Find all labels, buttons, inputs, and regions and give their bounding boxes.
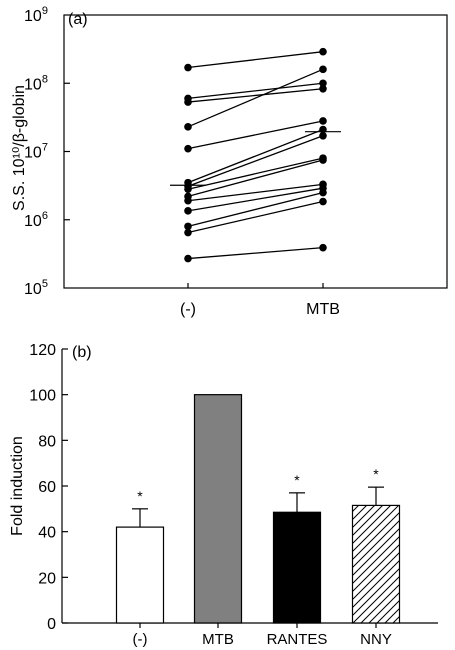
panel-b-x-tick-label: NNY (360, 631, 392, 648)
panel-a-x-ticks: (-) MTB (180, 283, 340, 318)
data-point (319, 79, 327, 88)
data-point (184, 98, 192, 106)
data-point (319, 65, 327, 74)
panel-a-axes (63, 14, 448, 289)
pair-line (187, 247, 324, 260)
panel-b-x-tick-label: MTB (202, 631, 234, 648)
panel-b-x-tick-label: RANTES (267, 631, 328, 648)
panel-a-pair-lines (187, 51, 324, 260)
panel-a-y-tick-label: 107 (24, 142, 48, 162)
panel-b-y-tick-label: 120 (29, 342, 56, 359)
significance-asterisk: * (373, 466, 379, 482)
panel-a-median-markers (170, 131, 341, 186)
data-point (319, 156, 327, 164)
pair-line (187, 51, 324, 69)
data-point (319, 188, 327, 197)
data-point (319, 47, 327, 56)
pair-line (187, 82, 324, 100)
panel-b-y-axis-label: Fold induction (9, 436, 26, 536)
data-point (184, 63, 192, 72)
panel-a-y-tick-label: 105 (24, 278, 48, 298)
pair-line (187, 120, 324, 150)
panel-b-y-tick-label: 0 (47, 616, 56, 633)
pair-line (187, 191, 324, 227)
pair-line (187, 159, 324, 198)
bar (351, 504, 401, 624)
data-point (184, 254, 192, 263)
panel-a-y-tick-label: 106 (24, 210, 48, 230)
pair-line (187, 135, 324, 187)
panel-b-x-ticks: (-) MTB RANTES NNY (133, 623, 392, 648)
panel-a-y-axis-label: S.S. 10¹⁰/β-globin (11, 85, 28, 211)
panel-b-y-ticks: 0 20 40 60 80 100 120 (29, 342, 68, 633)
panel-b-x-tick-label: (-) (133, 631, 148, 648)
panel-b-bars (115, 394, 401, 624)
data-point (319, 125, 327, 134)
significance-asterisk: * (137, 488, 143, 504)
pair-line (187, 128, 324, 184)
panel-b-y-tick-label: 60 (38, 479, 56, 496)
panel-b-y-tick-label: 80 (38, 433, 56, 450)
panel-b-error-bars (132, 486, 384, 528)
pair-line (187, 68, 324, 128)
panel-b: (b) Fold induction 0 20 40 60 80 100 120 * * * (… (9, 342, 438, 648)
data-point (184, 144, 192, 153)
panel-a-points (184, 47, 327, 263)
significance-asterisk: * (294, 472, 300, 488)
data-point (184, 228, 192, 237)
panel-a-y-tick-label: 108 (24, 73, 48, 93)
pair-line (187, 157, 324, 190)
data-point (319, 243, 327, 252)
pair-line (187, 200, 324, 234)
data-point (319, 84, 327, 93)
panel-b-label: (b) (72, 344, 92, 361)
data-point (184, 123, 192, 131)
data-point (184, 222, 192, 231)
pair-line (187, 183, 324, 202)
pair-line (187, 187, 324, 212)
pair-line (187, 88, 324, 103)
data-point (319, 117, 327, 125)
panel-a: (a) S.S. 10¹⁰/β-globin 105 106 107 108 109 (… (11, 5, 448, 318)
panel-a-frame (63, 14, 448, 289)
data-point (184, 196, 192, 205)
bar (115, 526, 165, 624)
data-point (184, 185, 192, 194)
panel-a-x-tick-label: (-) (180, 301, 196, 318)
data-point (319, 131, 327, 140)
data-point (319, 197, 327, 206)
panel-a-y-ticks: 105 106 107 108 109 (24, 5, 70, 298)
panel-a-label: (a) (68, 11, 88, 28)
panel-a-y-tick-label: 109 (24, 5, 48, 25)
bar (193, 394, 243, 624)
panel-b-y-tick-label: 100 (29, 388, 56, 405)
panel-b-y-tick-label: 40 (38, 525, 56, 542)
panel-b-significance-marks: * * * (137, 466, 379, 504)
data-point (184, 207, 192, 215)
bar (272, 511, 322, 624)
panel-b-y-tick-label: 20 (38, 570, 56, 587)
panel-a-x-tick-label: MTB (306, 301, 340, 318)
